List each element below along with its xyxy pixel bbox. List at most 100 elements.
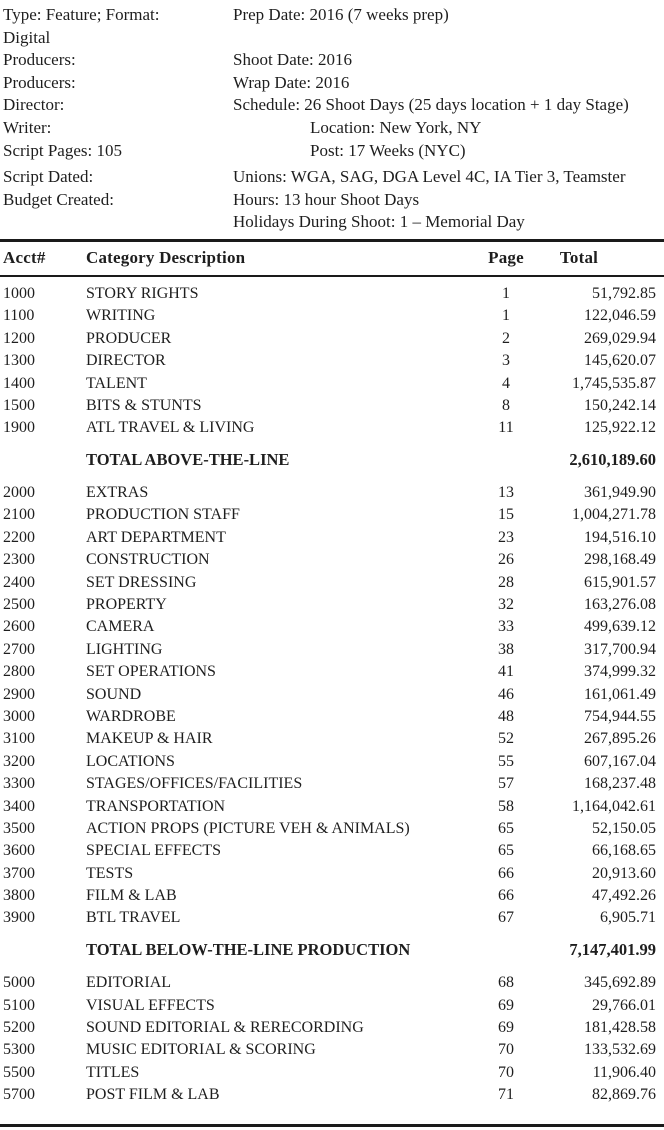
category-cell: SET OPERATIONS [86,663,216,681]
page-cell: 70 [498,1063,514,1081]
info-value: Wrap Date: 2016 [233,72,350,92]
category-cell: MAKEUP & HAIR [86,730,213,748]
category-cell: LOCATIONS [86,752,175,770]
info-label: Writer: [3,117,52,137]
category-cell: TRANSPORTATION [86,797,226,815]
page-cell: 70 [498,1041,514,1059]
page-cell: 67 [498,909,514,927]
info-label: Producers: [3,72,76,92]
page-cell: 15 [498,506,514,524]
table-row: 3400 TRANSPORTATION 58 1,164,042.61 [0,796,664,818]
total-cell: 29,766.01 [592,996,656,1014]
info-row: Holidays During Shoot: 1 – Memorial Day [3,211,664,234]
page-cell: 57 [498,775,514,793]
category-cell: TOTAL ABOVE-THE-LINE [86,449,290,469]
table-row: 2300 CONSTRUCTION 26 298,168.49 [0,549,664,571]
total-cell: 150,242.14 [584,396,656,414]
production-info: Type: Feature; Format: Prep Date: 2016 (… [0,0,664,234]
category-cell: DIRECTOR [86,352,166,370]
acct-cell: 1100 [3,307,35,325]
page-cell: 52 [498,730,514,748]
total-cell: 122,046.59 [584,307,656,325]
total-cell: 168,237.48 [584,775,656,793]
category-cell: SOUND EDITORIAL & RERECORDING [86,1019,364,1037]
page-cell: 28 [498,573,514,591]
category-cell: EDITORIAL [86,974,172,992]
total-cell: 1,164,042.61 [572,797,656,815]
budget-table-body: 1000 STORY RIGHTS 1 51,792.85 1100 WRITI… [0,277,664,1107]
page-cell: 23 [498,528,514,546]
total-cell: 194,516.10 [584,528,656,546]
acct-cell: 1400 [3,374,35,392]
table-row: 2100 PRODUCTION STAFF 15 1,004,271.78 [0,504,664,526]
acct-cell: 2700 [3,640,35,658]
table-row: 3100 MAKEUP & HAIR 52 267,895.26 [0,728,664,750]
table-row: 2800 SET OPERATIONS 41 374,999.32 [0,661,664,683]
category-cell: TESTS [86,864,134,882]
page-cell: 13 [498,484,514,502]
table-row: 3800 FILM & LAB 66 47,492.26 [0,885,664,907]
category-cell: ART DEPARTMENT [86,528,226,546]
page-cell: 69 [498,1019,514,1037]
category-cell: PROPERTY [86,596,167,614]
table-row: 1900 ATL TRAVEL & LIVING 11 125,922.12 [0,417,664,439]
page-cell: 66 [498,887,514,905]
acct-cell: 5300 [3,1041,35,1059]
table-row: 5200 SOUND EDITORIAL & RERECORDING 69 18… [0,1017,664,1039]
info-value: Holidays During Shoot: 1 – Memorial Day [233,212,525,232]
page-cell: 38 [498,640,514,658]
acct-cell: 3900 [3,909,35,927]
info-value: Post: 17 Weeks (NYC) [310,140,466,160]
total-cell: 51,792.85 [592,284,656,302]
total-cell: 374,999.32 [584,663,656,681]
acct-cell: 2200 [3,528,35,546]
info-value: Hours: 13 hour Shoot Days [233,189,420,209]
total-cell: 125,922.12 [584,419,656,437]
table-top-rule [0,238,664,242]
info-row: Digital [3,27,664,50]
total-cell: 1,745,535.87 [572,374,656,392]
acct-cell: 3700 [3,864,35,882]
total-cell: 163,276.08 [584,596,656,614]
total-cell: 1,004,271.78 [572,506,656,524]
acct-cell: 2400 [3,573,35,591]
page-cell: 46 [498,685,514,703]
table-row: 1400 TALENT 4 1,745,535.87 [0,373,664,395]
total-cell: 499,639.12 [584,618,656,636]
table-total-row: TOTAL BELOW-THE-LINE PRODUCTION 7,147,40… [0,939,664,961]
total-cell: 298,168.49 [584,551,656,569]
header-acct: Acct# [3,248,46,268]
table-total-row: TOTAL ABOVE-THE-LINE 2,610,189.60 [0,449,664,471]
acct-cell: 3000 [3,707,35,725]
info-value: Unions: WGA, SAG, DGA Level 4C, IA Tier … [233,167,626,187]
table-row: 2500 PROPERTY 32 163,276.08 [0,594,664,616]
acct-cell: 3600 [3,842,35,860]
table-row: 1000 STORY RIGHTS 1 51,792.85 [0,283,664,305]
acct-cell: 5700 [3,1086,35,1104]
acct-cell: 5500 [3,1063,35,1081]
page-cell: 1 [502,284,510,302]
table-row: 3600 SPECIAL EFFECTS 65 66,168.65 [0,840,664,862]
info-value: Prep Date: 2016 (7 weeks prep) [233,5,449,24]
table-row: 1300 DIRECTOR 3 145,620.07 [0,350,664,372]
info-value [233,27,664,50]
category-cell: TITLES [86,1063,140,1081]
info-label: Type: Feature; Format: [3,5,160,24]
page-cell: 71 [498,1086,514,1104]
table-row: 3300 STAGES/OFFICES/FACILITIES 57 168,23… [0,773,664,795]
page-cell: 11 [498,419,514,437]
page-cell: 26 [498,551,514,569]
info-label [3,211,233,234]
acct-cell: 3300 [3,775,35,793]
info-label: Producers: [3,50,76,70]
info-row: Script Pages: 105 Post: 17 Weeks (NYC) [3,140,664,163]
page-cell: 3 [502,352,510,370]
table-row: 2600 CAMERA 33 499,639.12 [0,616,664,638]
category-cell: LIGHTING [86,640,163,658]
page-cell: 4 [502,374,510,392]
table-row: 3200 LOCATIONS 55 607,167.04 [0,751,664,773]
category-cell: ATL TRAVEL & LIVING [86,419,255,437]
table-row: 2900 SOUND 46 161,061.49 [0,684,664,706]
info-label: Director: [3,95,65,115]
